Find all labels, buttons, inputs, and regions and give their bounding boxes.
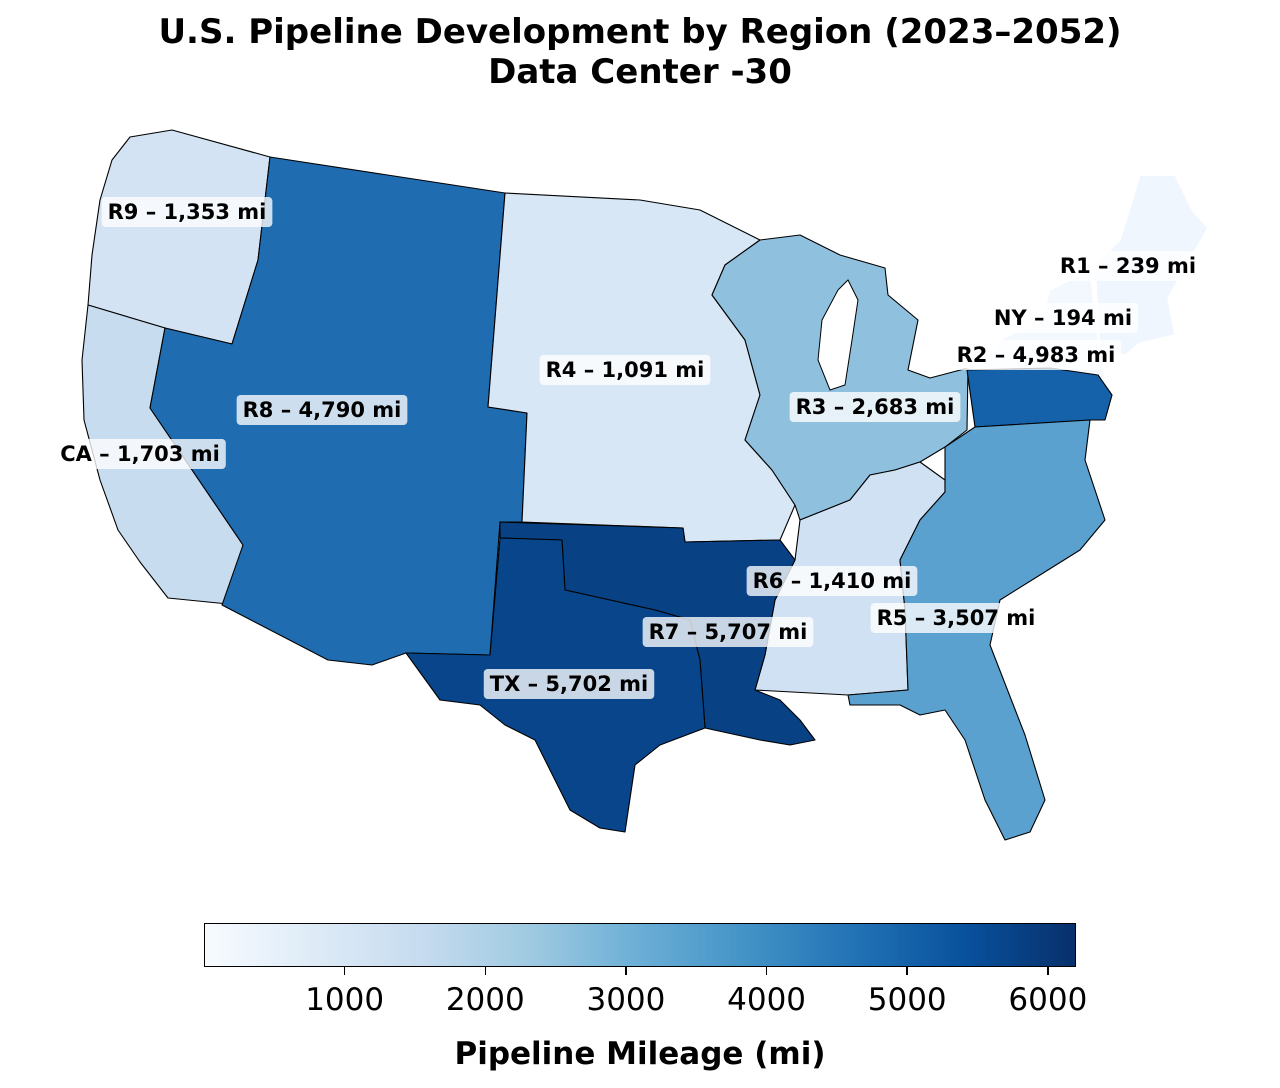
colorbar-label: Pipeline Mileage (mi) [454,1036,826,1072]
chart-title: U.S. Pipeline Development by Region (202… [158,12,1122,52]
colorbar-tick-label: 5000 [867,982,947,1018]
region-label-r5: R5 – 3,507 mi [877,606,1036,630]
region-label-bg [870,603,1042,633]
colorbar-tick [625,967,627,975]
region-label-bg [236,395,408,425]
colorbar [204,923,1076,967]
colorbar-tick-label: 1000 [305,982,385,1018]
region-label-r3: R3 – 2,683 mi [796,395,955,419]
region-label-ca: CA – 1,703 mi [60,442,220,466]
region-label-bg [987,303,1139,333]
region-label-bg [483,669,655,699]
region-label-bg [101,197,273,227]
region-label-tx: TX – 5,702 mi [490,672,648,696]
region-label-r8: R8 – 4,790 mi [243,398,402,422]
region-label-r9: R9 – 1,353 mi [108,200,267,224]
lake-michigan [817,279,859,391]
colorbar-tick [1047,967,1049,975]
colorbar-tick-label: 6000 [1008,982,1088,1018]
region-label-r2: R2 – 4,983 mi [957,343,1116,367]
colorbar-tick [484,967,487,975]
region-label-ny: NY – 194 mi [994,306,1132,330]
region-label-bg [539,355,711,385]
region-label-bg [789,392,961,422]
colorbar-tick-label: 3000 [586,982,666,1018]
colorbar-tick [343,967,346,975]
colorbar-tick-label: 4000 [727,982,807,1018]
region-label-r4: R4 – 1,091 mi [546,358,705,382]
region-r2 [966,367,1113,428]
colorbar-tick-label: 2000 [445,982,525,1018]
region-label-bg [950,340,1122,370]
region-label-bg [1053,251,1203,281]
region-label-bg [54,439,226,469]
region-label-bg [642,617,814,647]
region-label-r6: R6 – 1,410 mi [753,569,912,593]
chart-subtitle: Data Center -30 [488,52,792,92]
region-label-r1: R1 – 239 mi [1060,254,1196,278]
region-label-bg [746,566,918,596]
colorbar-tick [765,967,768,975]
colorbar-tick [906,967,908,975]
region-label-r7: R7 – 5,707 mi [649,620,808,644]
us-region-map: R9 – 1,353 mi R8 – 4,790 mi R4 – 1,091 mi C… [54,129,1208,841]
